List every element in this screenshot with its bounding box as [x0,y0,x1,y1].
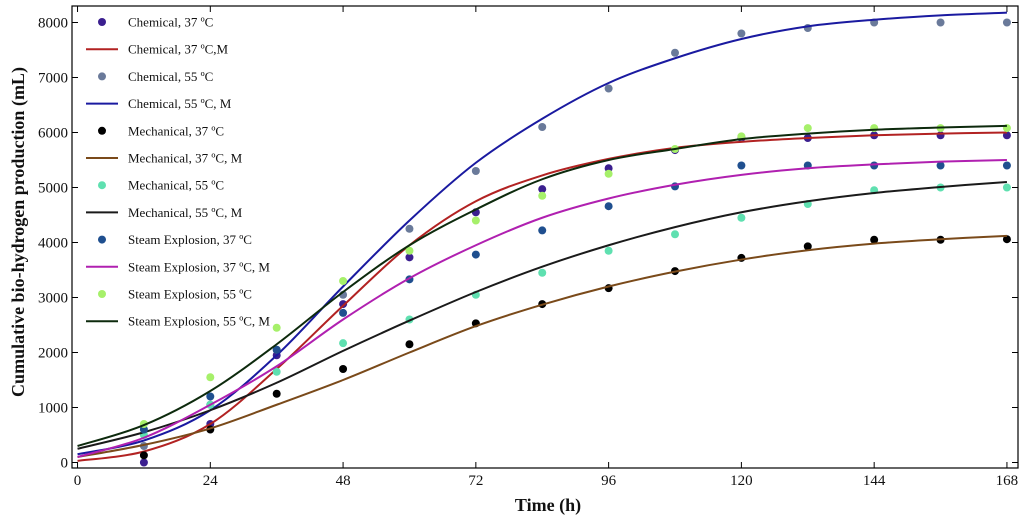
y-tick-label: 8000 [38,16,68,32]
data-point-chemical-55-c [538,123,547,131]
legend-label-mechanical-55-c-m: Mechanical, 55 ºC, M [128,205,243,220]
legend-label-steam-explosion-37-c-m: Steam Explosion, 37 ºC, M [128,259,270,274]
series-line-mechanical-37-c-m [77,234,1007,458]
legend-label-chemical-37-c: Chemical, 37 ºC [128,15,213,30]
data-point-chemical-55-c [604,84,613,93]
legend-swatch-mechanical-37-c [98,126,106,135]
data-point-chemical-55-c [405,224,414,233]
data-point-steam-explosion-55-c [870,124,879,133]
x-tick-label: 96 [601,473,617,489]
data-point-steam-explosion-37-c [737,161,746,170]
data-point-mechanical-37-c [870,235,879,244]
x-tick-label: 24 [203,473,219,489]
legend-swatch-mechanical-55-c [98,181,106,190]
legend-label-steam-explosion-55-c-m: Steam Explosion, 55 ºC, M [128,314,270,329]
plot-area-border [71,5,1019,469]
data-point-steam-explosion-37-c [339,308,348,317]
data-point-mechanical-55-c [339,339,348,348]
data-point-chemical-55-c [936,18,945,27]
legend-label-mechanical-37-c-m: Mechanical, 37 ºC, M [128,151,243,166]
x-tick-label: 120 [730,473,753,489]
legend-label-chemical-55-c: Chemical, 55 ºC [128,69,213,84]
data-point-steam-explosion-37-c [1002,161,1011,170]
data-point-steam-explosion-37-c [139,425,148,434]
data-point-chemical-37-c [405,253,414,262]
data-point-chemical-55-c [671,48,680,57]
legend-label-mechanical-55-c: Mechanical, 55 ºC [128,178,224,193]
x-tick-label: 0 [74,473,82,489]
data-point-steam-explosion-55-c [272,323,281,332]
legend-label-steam-explosion-55-c: Steam Explosion, 55 ºC [128,287,252,302]
data-point-chemical-55-c [737,29,746,38]
data-point-mechanical-37-c [803,242,812,251]
data-point-steam-explosion-37-c [936,161,945,170]
data-point-mechanical-55-c [538,268,547,277]
data-point-steam-explosion-55-c [803,124,812,133]
y-tick-label: 3000 [38,291,68,307]
data-point-chemical-37-c [339,300,348,309]
legend: Chemical, 37 ºC Chemical, 37 ºC,M Chemical… [86,15,270,329]
data-point-chemical-37-c [936,131,945,140]
data-point-mechanical-55-c [671,230,680,239]
data-point-mechanical-55-c [604,246,613,255]
legend-swatch-steam-explosion-55-c [98,290,106,298]
data-point-steam-explosion-55-c [206,373,215,382]
legend-label-mechanical-37-c: Mechanical, 37 ºC [128,123,224,138]
y-tick-label: 5000 [38,181,68,197]
data-point-steam-explosion-37-c [272,345,281,354]
series-line-chemical-55-c-m [77,11,1007,456]
data-point-mechanical-37-c [1002,235,1011,244]
data-point-steam-explosion-55-c [471,216,480,225]
legend-label-steam-explosion-37-c: Steam Explosion, 37 ºC [128,232,252,247]
data-point-mechanical-37-c [139,451,148,460]
legend-label-chemical-37-c-m: Chemical, 37 ºC,M [128,42,229,57]
data-point-chemical-37-c [604,164,613,173]
data-point-steam-explosion-55-c [538,191,547,200]
data-point-chemical-37-c [139,458,148,467]
data-point-steam-explosion-55-c [339,277,348,285]
data-point-mechanical-55-c [737,213,746,222]
x-tick-label: 144 [863,473,886,489]
data-point-steam-explosion-37-c [471,250,480,259]
data-point-chemical-55-c [471,167,480,175]
series-line-chemical-37-c-m [77,131,1007,462]
y-tick-label: 6000 [38,126,68,142]
series-layer [77,11,1011,467]
y-axis-title: Cumulative bio-hydrogen production (mL) [8,67,29,397]
y-tick-label: 4000 [38,236,68,252]
data-point-mechanical-55-c [1002,183,1011,192]
series-line-steam-explosion-55-c-m [77,124,1007,447]
data-point-chemical-55-c [1002,18,1011,27]
data-point-steam-explosion-37-c [206,392,215,401]
legend-label-chemical-55-c-m: Chemical, 55 ºC, M [128,96,232,111]
x-axis-title: Time (h) [515,495,581,516]
data-point-steam-explosion-37-c [604,202,613,211]
x-tick-label: 72 [468,473,483,489]
x-tick-label: 48 [336,473,351,489]
data-point-chemical-37-c [538,185,547,194]
data-point-steam-explosion-37-c [538,226,547,235]
legend-swatch-chemical-55-c [98,72,106,81]
axis-ticks: 0 24 48 72 96 120 144 168 0 1000 2000 3000 4000 5000 6… [38,6,1018,489]
x-tick-label: 168 [996,473,1019,489]
data-point-steam-explosion-55-c [604,169,613,178]
y-tick-label: 0 [61,456,69,472]
legend-swatch-chemical-37-c [98,18,106,26]
data-point-mechanical-37-c [272,389,281,398]
data-point-mechanical-37-c [405,340,414,349]
plot-frame [71,5,1019,469]
data-point-mechanical-37-c [339,365,348,373]
y-tick-label: 2000 [38,346,68,362]
y-tick-label: 1000 [38,401,68,417]
series-line-mechanical-55-c-m [77,181,1008,450]
data-point-steam-explosion-55-c [405,246,414,255]
series-line-steam-explosion-37-c-m [77,159,1007,458]
legend-swatch-steam-explosion-37-c [98,235,106,244]
y-tick-label: 7000 [38,71,68,87]
data-point-mechanical-55-c [272,367,281,376]
